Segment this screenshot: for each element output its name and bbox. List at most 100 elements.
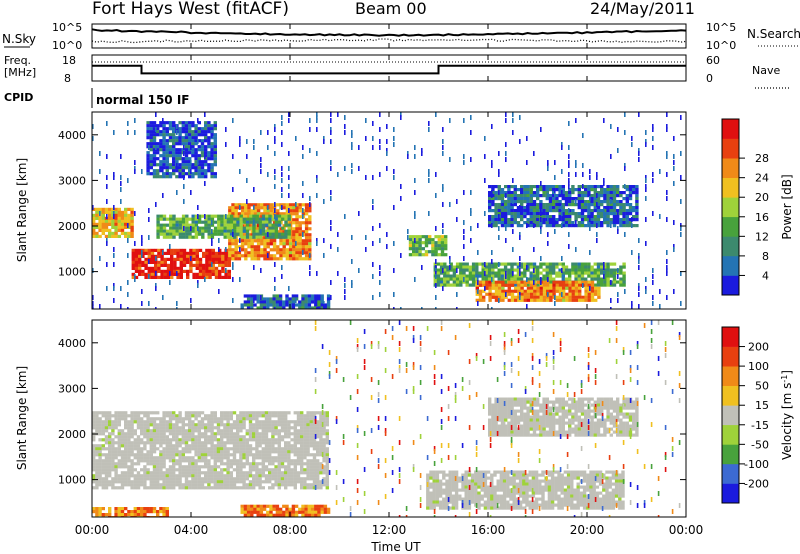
velocity-cell [143, 456, 147, 460]
power-cell [150, 248, 155, 252]
power-cell [221, 257, 225, 261]
power-cell [162, 148, 166, 152]
power-cell [255, 235, 259, 239]
power-cell [561, 268, 565, 272]
power-cell [520, 283, 524, 287]
velocity-cell [188, 414, 192, 418]
power-cell [540, 208, 542, 213]
power-cell [169, 223, 173, 227]
power-cell [504, 209, 508, 213]
power-cell [548, 194, 553, 198]
velocity-cell [184, 456, 189, 460]
velocity-cell [229, 486, 233, 490]
velocity-cell [136, 474, 141, 478]
power-cell [475, 268, 479, 272]
velocity-cell [229, 474, 233, 478]
power-cell [188, 133, 192, 137]
power-cell [596, 212, 601, 216]
power-cell [520, 194, 524, 198]
power-cell [561, 209, 565, 213]
power-cell [160, 254, 164, 258]
power-cell [616, 185, 620, 189]
power-cell [323, 136, 325, 141]
velocity-cell [245, 438, 249, 442]
power-cell [428, 238, 432, 242]
power-cell [574, 289, 579, 293]
power-cell [617, 292, 619, 297]
power-cell [207, 151, 211, 155]
power-cell [149, 127, 153, 131]
velocity-cell [172, 444, 176, 448]
power-cell [610, 298, 612, 303]
velocity-cell [232, 477, 237, 481]
power-cell [379, 280, 381, 285]
power-cell [568, 200, 572, 204]
velocity-cell [194, 447, 198, 451]
velocity-cell [165, 474, 169, 478]
power-cell [491, 160, 493, 165]
power-cell [240, 242, 245, 246]
power-cell [181, 157, 185, 161]
velocity-cell [101, 462, 105, 466]
velocity-cell [210, 474, 214, 478]
velocity-cell [271, 447, 275, 451]
power-cell [501, 295, 505, 299]
power-cell [169, 271, 171, 276]
power-cell [113, 247, 115, 252]
velocity-cell [108, 417, 112, 421]
power-cell [577, 268, 581, 272]
power-cell [266, 306, 270, 309]
power-cell [494, 197, 498, 201]
power-cell [181, 223, 186, 227]
power-cell [507, 298, 511, 302]
power-cell [414, 154, 416, 159]
velocity-cell [293, 483, 297, 487]
power-cell [149, 121, 153, 125]
power-cell [232, 154, 234, 159]
velocity-cell [172, 468, 176, 472]
velocity-cell [120, 456, 125, 460]
power-cell [562, 295, 566, 299]
velocity-cell [274, 465, 278, 469]
velocity-cell [213, 462, 217, 466]
power-cell [298, 233, 302, 237]
power-cell [652, 301, 654, 306]
velocity-cell [268, 456, 272, 460]
velocity-cell [255, 429, 259, 433]
power-cell [580, 221, 585, 225]
velocity-cell [133, 438, 137, 442]
power-cell [564, 209, 569, 213]
power-cell [596, 274, 601, 278]
power-cell [194, 172, 198, 176]
velocity-cell [184, 441, 189, 445]
noise-right-tick-low: 10^0 [706, 39, 736, 52]
power-cell [455, 277, 460, 281]
power-cell [268, 220, 272, 224]
velocity-cell [242, 477, 246, 481]
power-cell [111, 231, 115, 235]
power-cell [168, 127, 173, 131]
power-cell [200, 154, 205, 158]
power-cell [159, 229, 163, 233]
velocity-cell [197, 459, 201, 463]
power-cell [207, 157, 211, 161]
power-cell [200, 163, 205, 167]
power-cell [213, 142, 217, 146]
velocity-cell [143, 480, 147, 484]
power-cell [596, 215, 601, 219]
velocity-cell [220, 459, 224, 463]
velocity-cell [191, 459, 195, 463]
velocity-cell [296, 450, 301, 454]
velocity-cell [248, 447, 253, 451]
power-cell [516, 221, 521, 225]
power-cell [211, 262, 213, 267]
velocity-cell [194, 453, 198, 457]
power-cell [507, 212, 511, 216]
velocity-cell [95, 429, 99, 433]
velocity-cell [296, 477, 301, 481]
velocity-cell [188, 432, 192, 436]
power-cell [498, 289, 502, 293]
power-cell [190, 145, 192, 150]
power-cell [134, 160, 136, 165]
velocity-cell [124, 462, 128, 466]
